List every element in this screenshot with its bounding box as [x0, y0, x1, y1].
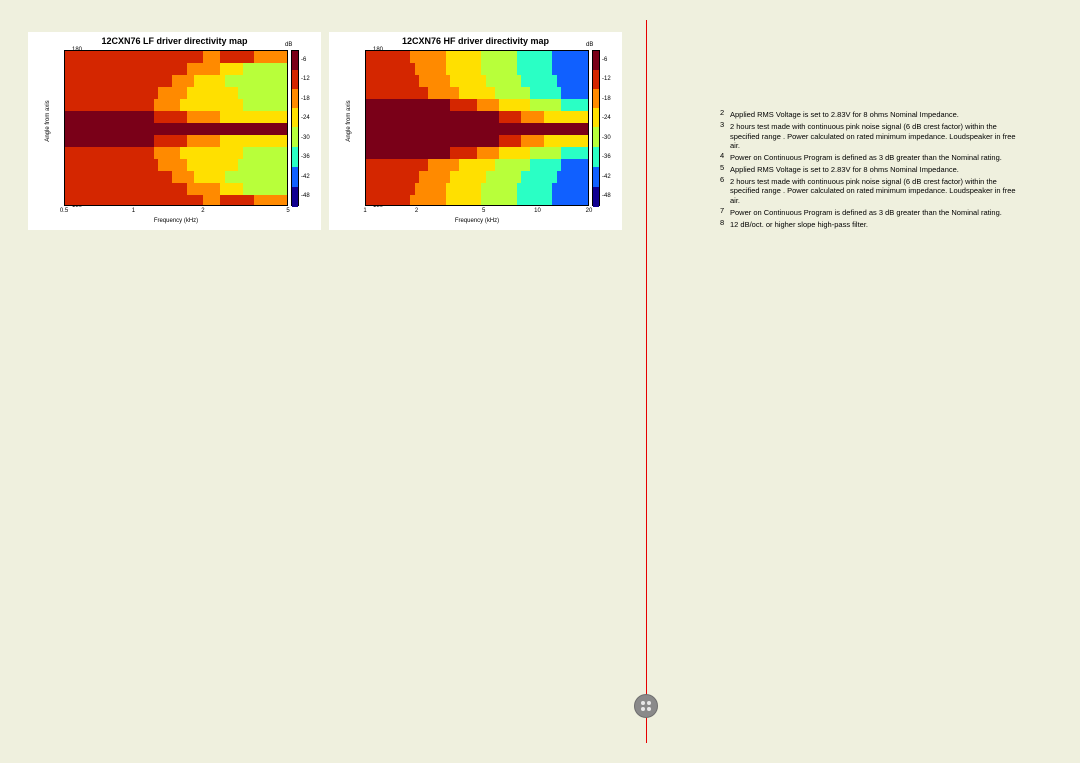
footnote: 6 2 hours test made with continuous pink …: [720, 177, 1020, 206]
footnote-text: 2 hours test made with continuous pink n…: [730, 122, 1016, 151]
lf-x-axis: Frequency (kHz) 0.5125: [64, 208, 288, 226]
hf-heatmap: [365, 50, 589, 206]
footnote-number: 6: [720, 175, 724, 185]
colorbar-tick: -6: [301, 57, 306, 63]
x-tick: 2: [407, 208, 427, 214]
heatmap-row: [65, 63, 287, 75]
hf-colorbar-title: dB: [586, 42, 593, 48]
footnotes: 2 Applied RMS Voltage is set to 2.83V for…: [720, 110, 1020, 231]
footnote-text: Applied RMS Voltage is set to 2.83V for …: [730, 165, 959, 174]
colorbar-tick: -36: [301, 154, 310, 160]
footnote-text: Power on Continuous Program is defined a…: [730, 153, 1002, 162]
heatmap-row: [65, 87, 287, 99]
footnote-text: 12 dB/oct. or higher slope high-pass fil…: [730, 220, 868, 229]
hf-colorbar: dB -6-12-18-24-30-36-42-48: [592, 50, 614, 206]
lf-chart-title: 12CXN76 LF driver directivity map: [28, 32, 321, 46]
lf-x-axis-label: Frequency (kHz): [64, 218, 288, 224]
lf-colorbar: dB -6-12-18-24-30-36-42-48: [291, 50, 313, 206]
heatmap-row: [366, 123, 588, 135]
x-tick: 1: [355, 208, 375, 214]
divider-handle-icon[interactable]: [634, 694, 658, 718]
heatmap-row: [65, 147, 287, 159]
heatmap-row: [65, 75, 287, 87]
footnote-number: 3: [720, 120, 724, 130]
colorbar-tick: -18: [602, 96, 611, 102]
heatmap-row: [366, 183, 588, 195]
page: 12CXN76 LF driver directivity map Angle …: [0, 0, 1080, 763]
lf-heatmap: [64, 50, 288, 206]
heatmap-row: [65, 111, 287, 123]
heatmap-row: [65, 123, 287, 135]
footnote-number: 2: [720, 108, 724, 118]
colorbar-tick: -48: [301, 193, 310, 199]
footnote-number: 7: [720, 206, 724, 216]
hf-colorbar-bar: [592, 50, 600, 206]
footnote: 8 12 dB/oct. or higher slope high-pass fi…: [720, 220, 1020, 230]
column-divider: [646, 20, 647, 743]
heatmap-row: [366, 63, 588, 75]
colorbar-tick: -12: [301, 76, 310, 82]
lf-colorbar-title: dB: [285, 42, 292, 48]
heatmap-row: [366, 99, 588, 111]
colorbar-tick: -18: [301, 96, 310, 102]
lf-colorbar-bar: [291, 50, 299, 206]
footnote-text: Applied RMS Voltage is set to 2.83V for …: [730, 110, 959, 119]
heatmap-row: [366, 111, 588, 123]
heatmap-row: [366, 195, 588, 206]
heatmap-row: [65, 183, 287, 195]
footnote-number: 4: [720, 151, 724, 161]
heatmap-row: [366, 75, 588, 87]
footnote-text: Power on Continuous Program is defined a…: [730, 208, 1002, 217]
heatmap-row: [366, 147, 588, 159]
colorbar-tick: -30: [301, 135, 310, 141]
heatmap-row: [366, 135, 588, 147]
colorbar-tick: -24: [301, 115, 310, 121]
heatmap-row: [366, 51, 588, 63]
x-tick: 0.5: [54, 208, 74, 214]
colorbar-tick: -6: [602, 57, 607, 63]
hf-chart-title: 12CXN76 HF driver directivity map: [329, 32, 622, 46]
x-tick: 2: [193, 208, 213, 214]
colorbar-tick: -42: [602, 174, 611, 180]
hf-x-axis: Frequency (kHz) 1251020: [365, 208, 589, 226]
footnote-text: 2 hours test made with continuous pink n…: [730, 177, 1016, 206]
footnote-number: 5: [720, 163, 724, 173]
hf-x-axis-label: Frequency (kHz): [365, 218, 589, 224]
heatmap-row: [366, 87, 588, 99]
lf-y-axis-label: Angle from axis: [45, 81, 51, 161]
hf-y-axis-label: Angle from axis: [346, 81, 352, 161]
heatmap-row: [65, 159, 287, 171]
x-tick: 10: [527, 208, 547, 214]
colorbar-tick: -42: [301, 174, 310, 180]
footnote: 2 Applied RMS Voltage is set to 2.83V for…: [720, 110, 1020, 120]
x-tick: 20: [579, 208, 599, 214]
heatmap-row: [65, 171, 287, 183]
footnote: 5 Applied RMS Voltage is set to 2.83V for…: [720, 165, 1020, 175]
footnote: 7 Power on Continuous Program is defined …: [720, 208, 1020, 218]
colorbar-tick: -30: [602, 135, 611, 141]
colorbar-tick: -12: [602, 76, 611, 82]
colorbar-tick: -48: [602, 193, 611, 199]
footnote: 3 2 hours test made with continuous pink …: [720, 122, 1020, 151]
heatmap-row: [65, 195, 287, 206]
hf-directivity-chart: 12CXN76 HF driver directivity map Angle …: [329, 32, 622, 230]
heatmap-row: [65, 99, 287, 111]
heatmap-row: [65, 51, 287, 63]
colorbar-tick: -36: [602, 154, 611, 160]
heatmap-row: [65, 135, 287, 147]
x-tick: 1: [123, 208, 143, 214]
heatmap-row: [366, 171, 588, 183]
x-tick: 5: [474, 208, 494, 214]
colorbar-tick: -24: [602, 115, 611, 121]
footnote-number: 8: [720, 218, 724, 228]
lf-directivity-chart: 12CXN76 LF driver directivity map Angle …: [28, 32, 321, 230]
heatmap-row: [366, 159, 588, 171]
x-tick: 5: [278, 208, 298, 214]
footnote: 4 Power on Continuous Program is defined …: [720, 153, 1020, 163]
